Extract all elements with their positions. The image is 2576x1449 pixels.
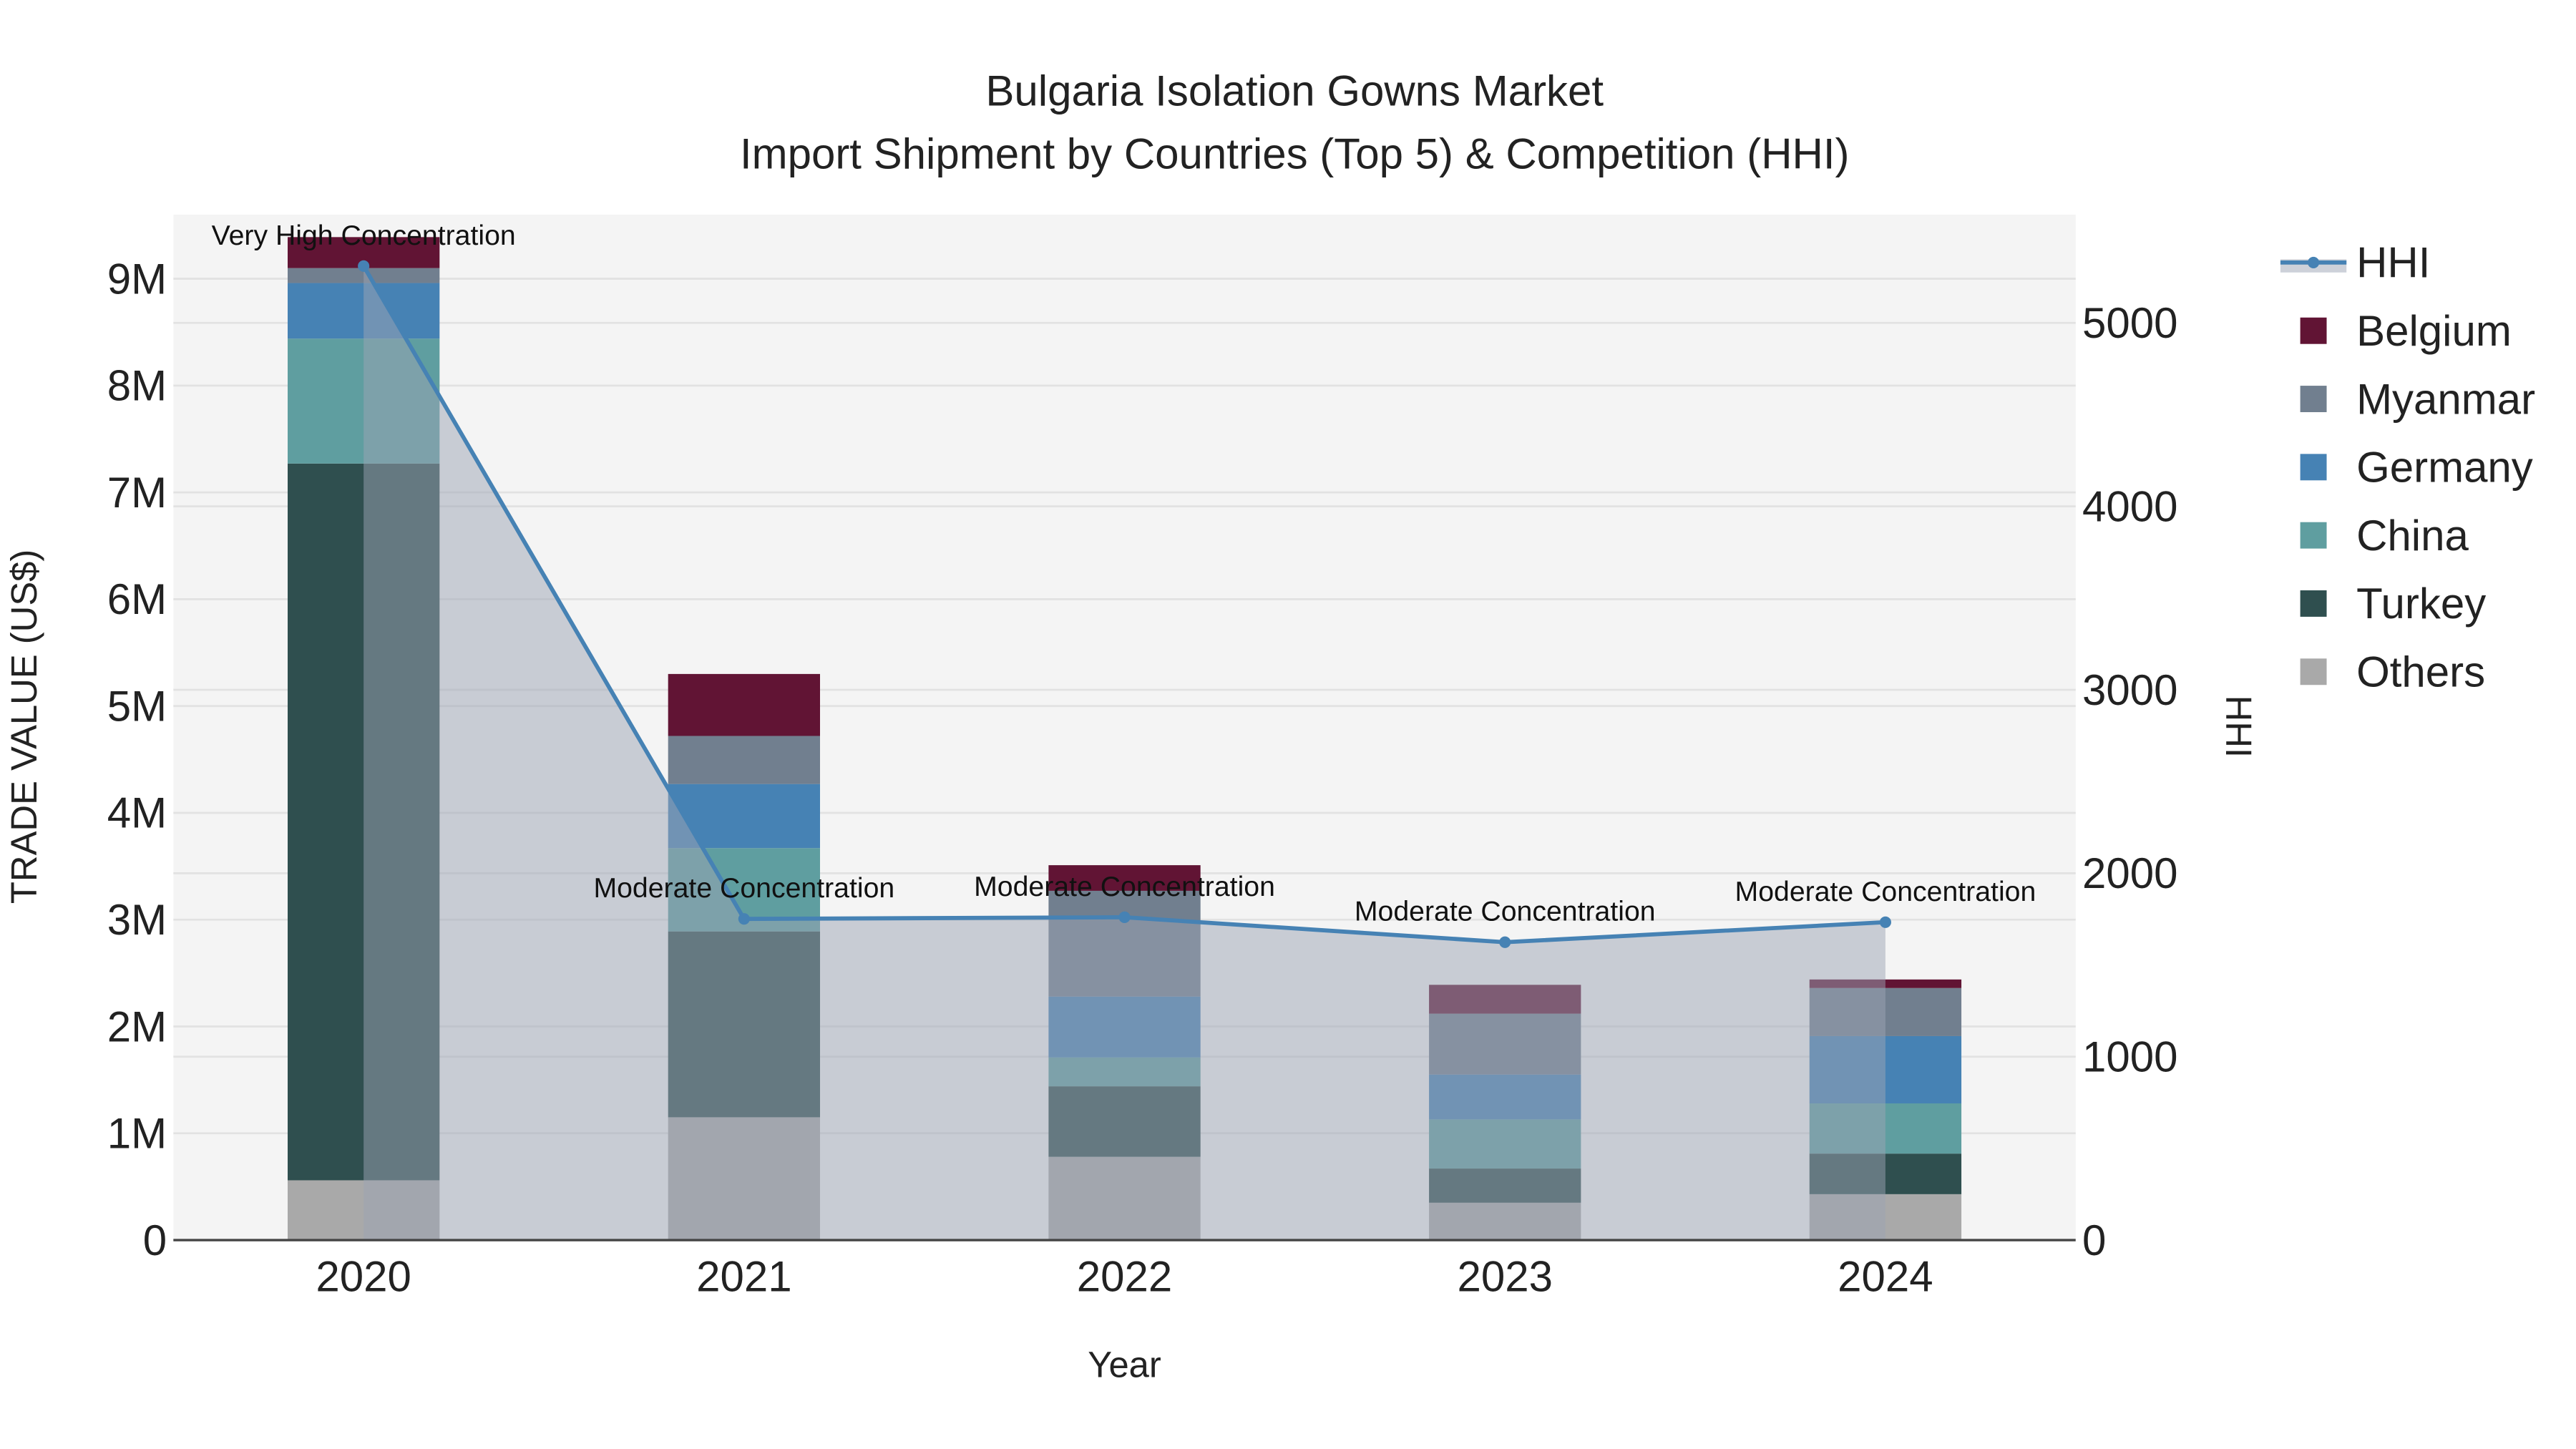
y2-tick-label: 4000 xyxy=(2082,482,2177,530)
x-axis-ticks: 2020 2021 2022 2023 2024 xyxy=(316,1253,1933,1301)
y-tick-label: 5M xyxy=(107,682,167,730)
y2-tick-label: 0 xyxy=(2082,1216,2106,1264)
hhi-point xyxy=(1118,911,1131,923)
x-tick-label: 2021 xyxy=(696,1253,791,1301)
y2-tick-label: 5000 xyxy=(2082,299,2177,347)
legend-label-myanmar: Myanmar xyxy=(2356,375,2535,423)
y-tick-label: 0 xyxy=(143,1216,167,1264)
y-tick-label: 8M xyxy=(107,362,167,410)
y-tick-label: 6M xyxy=(107,575,167,623)
x-tick-label: 2020 xyxy=(316,1253,411,1301)
legend-label-germany: Germany xyxy=(2356,444,2533,492)
bar-belgium-2022 xyxy=(1048,865,1201,891)
annotations: Very High Concentration Moderate Concentr… xyxy=(212,220,2036,927)
bar-belgium-2024 xyxy=(1809,979,1962,988)
hhi-point xyxy=(1879,916,1891,928)
legend-swatch-turkey xyxy=(2300,590,2327,617)
y-tick-label: 1M xyxy=(107,1110,167,1158)
y2-tick-label: 2000 xyxy=(2082,849,2177,897)
chart-subtitle: Import Shipment by Countries (Top 5) & C… xyxy=(740,130,1850,177)
x-tick-label: 2024 xyxy=(1838,1253,1933,1301)
bar-belgium-2021 xyxy=(668,673,820,736)
y-tick-label: 2M xyxy=(107,1002,167,1050)
hhi-point xyxy=(738,913,750,925)
hhi-area-fill xyxy=(364,265,1885,1241)
y-tick-label: 3M xyxy=(107,896,167,944)
legend-label-china: China xyxy=(2356,512,2469,560)
y-axis-ticks: 0 1M 2M 3M 4M 5M 6M 7M 8M 9M xyxy=(107,255,167,1264)
y2-tick-label: 1000 xyxy=(2082,1033,2177,1080)
legend-swatch-belgium xyxy=(2300,317,2327,344)
hhi-area xyxy=(364,265,1885,1241)
legend-label-hhi: HHI xyxy=(2356,239,2430,287)
legend-label-others: Others xyxy=(2356,648,2485,696)
legend-swatch-china xyxy=(2300,522,2327,549)
hhi-annotation: Moderate Concentration xyxy=(1355,896,1656,927)
y-tick-label: 4M xyxy=(107,789,167,837)
x-axis-title: Year xyxy=(1088,1345,1161,1385)
y-tick-label: 9M xyxy=(107,255,167,303)
hhi-annotation: Moderate Concentration xyxy=(974,871,1275,902)
legend: HHI Belgium Myanmar Germany China Turkey Other… xyxy=(2280,239,2535,696)
legend-label-belgium: Belgium xyxy=(2356,307,2512,355)
legend-label-turkey: Turkey xyxy=(2356,580,2486,628)
hhi-point xyxy=(358,260,370,272)
x-tick-label: 2022 xyxy=(1077,1253,1172,1301)
x-tick-label: 2023 xyxy=(1457,1253,1552,1301)
hhi-line xyxy=(358,260,1891,948)
legend-hhi-marker xyxy=(2308,256,2320,268)
legend-swatch-germany xyxy=(2300,454,2327,481)
bar-myanmar-2021 xyxy=(668,736,820,784)
legend-swatch-others xyxy=(2300,658,2327,686)
hhi-annotation: Moderate Concentration xyxy=(1735,876,2036,907)
hhi-point xyxy=(1499,936,1511,948)
legend-swatch-myanmar xyxy=(2300,386,2327,412)
y2-axis-ticks: 0 1000 2000 3000 4000 5000 xyxy=(2082,299,2177,1264)
hhi-annotation: Moderate Concentration xyxy=(593,872,894,904)
y-axis-title: TRADE VALUE (US$) xyxy=(4,550,44,904)
hhi-annotation: Very High Concentration xyxy=(212,220,516,251)
y2-tick-label: 3000 xyxy=(2082,666,2177,714)
y2-axis-title: HHI xyxy=(2218,696,2259,758)
chart-title: Bulgaria Isolation Gowns Market xyxy=(985,67,1604,115)
y-tick-label: 7M xyxy=(107,469,167,517)
